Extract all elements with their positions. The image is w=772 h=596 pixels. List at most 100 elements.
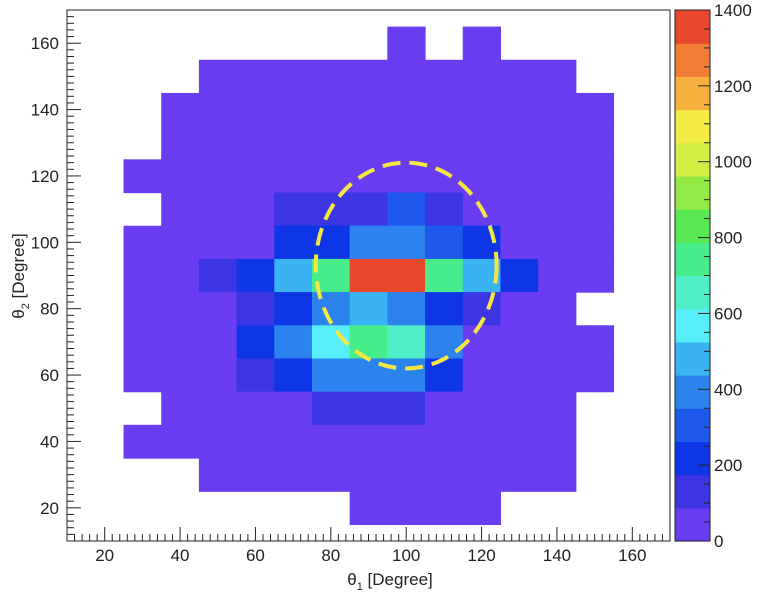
y-axis-title-subscript: 2	[20, 303, 32, 309]
x-tick-label: 100	[392, 546, 420, 565]
heatmap-cell	[311, 126, 351, 160]
heatmap-cell	[236, 92, 275, 127]
heatmap-cell	[349, 325, 388, 360]
heatmap-cell	[349, 424, 388, 459]
heatmap-cell	[575, 325, 615, 360]
heatmap-cell	[198, 458, 238, 492]
heatmap-cell	[274, 225, 313, 260]
heatmap-cell	[538, 225, 577, 260]
heatmap-cell	[425, 391, 464, 426]
colorbar-segment	[675, 10, 710, 44]
heatmap-cell	[387, 59, 426, 94]
heatmap-cell	[425, 358, 464, 393]
heatmap-cell	[198, 358, 238, 393]
heatmap-cell	[500, 159, 539, 194]
x-axis-title-subscript: 1	[357, 581, 363, 593]
x-tick-label: 40	[171, 546, 190, 565]
heatmap-cell	[161, 192, 200, 227]
heatmap-cell	[274, 325, 313, 360]
heatmap-cell	[425, 325, 464, 360]
heatmap-cell	[387, 225, 426, 260]
colorbar-tick-label: 1000	[714, 153, 752, 172]
heatmap-cell	[349, 292, 388, 326]
heatmap-cell	[311, 358, 351, 393]
heatmap-cell	[500, 358, 539, 393]
heatmap-cell	[538, 159, 577, 194]
heatmap-cell	[349, 491, 388, 526]
heatmap-cell	[538, 59, 577, 94]
colorbar-tick-label: 1400	[714, 1, 752, 20]
heatmap-cell	[462, 358, 502, 393]
heatmap-cell	[236, 258, 275, 293]
heatmap-cell	[198, 258, 238, 293]
heatmap-cell	[161, 258, 200, 293]
heatmap-cell	[161, 225, 200, 260]
heatmap-cell	[236, 159, 275, 194]
heatmap-cell	[538, 192, 577, 227]
heatmap-cell	[236, 126, 275, 160]
colorbar-segment	[675, 142, 710, 177]
heatmap-cell	[198, 325, 238, 360]
heatmap-cell	[198, 159, 238, 194]
heatmap-cell	[462, 26, 502, 61]
colorbar-segment	[675, 441, 710, 476]
y-tick-label: 20	[40, 499, 59, 518]
heatmap-cell	[425, 258, 464, 293]
heatmap-cell	[161, 424, 200, 459]
y-tick-label: 40	[40, 432, 59, 451]
heatmap-cell	[198, 225, 238, 260]
heatmap-cell	[161, 126, 200, 160]
y-tick-label: 60	[40, 366, 59, 385]
heatmap-cell	[311, 159, 351, 194]
heatmap-cell	[123, 225, 162, 260]
heatmap-cell	[349, 391, 388, 426]
colorbar-segment	[675, 109, 710, 144]
heatmap-cell	[387, 325, 426, 360]
heatmap-cell	[538, 424, 577, 459]
heatmap-cell	[349, 159, 388, 194]
heatmap-cell	[274, 159, 313, 194]
heatmap-cell	[387, 424, 426, 459]
heatmap-cell	[123, 358, 162, 393]
heatmap-cell	[425, 491, 464, 526]
heatmap-cell	[161, 292, 200, 326]
heatmap-cell	[425, 292, 464, 326]
x-tick-label: 20	[95, 546, 114, 565]
y-axis-title: θ2 [Degree]	[9, 233, 32, 319]
x-tick-label: 160	[618, 546, 646, 565]
heatmap-cell	[575, 358, 615, 393]
heatmap-cell	[500, 192, 539, 227]
heatmap-cell	[538, 126, 577, 160]
heatmap-cell	[387, 258, 426, 293]
heatmap-cell	[500, 258, 539, 293]
colorbar-segment	[675, 275, 710, 310]
heatmap-cell	[274, 258, 313, 293]
colorbar-tick-label: 200	[714, 456, 742, 475]
heatmap-cell	[198, 292, 238, 326]
colorbar: 0 200 400 600 800 1000 1200 1400	[674, 1, 752, 551]
colorbar-segment	[675, 43, 710, 77]
heatmap-cell	[198, 92, 238, 127]
heatmap-cell	[349, 225, 388, 260]
heatmap-cell	[387, 491, 426, 526]
y-tick-label: 100	[31, 233, 59, 252]
heatmap-cell	[387, 26, 426, 61]
heatmap-cell	[387, 358, 426, 393]
colorbar-tick-label: 800	[714, 229, 742, 248]
heatmap-cell	[387, 92, 426, 127]
heatmap-cell	[538, 258, 577, 293]
colorbar-segment	[675, 375, 710, 409]
colorbar-segment	[675, 175, 710, 210]
heatmap-cell	[462, 458, 502, 492]
heatmap-cell	[538, 458, 577, 492]
y-tick-label: 80	[40, 300, 59, 319]
heatmap-cell	[425, 159, 464, 194]
heatmap-cell	[462, 424, 502, 459]
heatmap-cell	[274, 59, 313, 94]
y-axis-title-symbol: θ	[9, 309, 28, 318]
heatmap-cell	[236, 391, 275, 426]
x-tick-label: 60	[246, 546, 265, 565]
heatmap-cell	[575, 126, 615, 160]
heatmap-cell	[462, 59, 502, 94]
